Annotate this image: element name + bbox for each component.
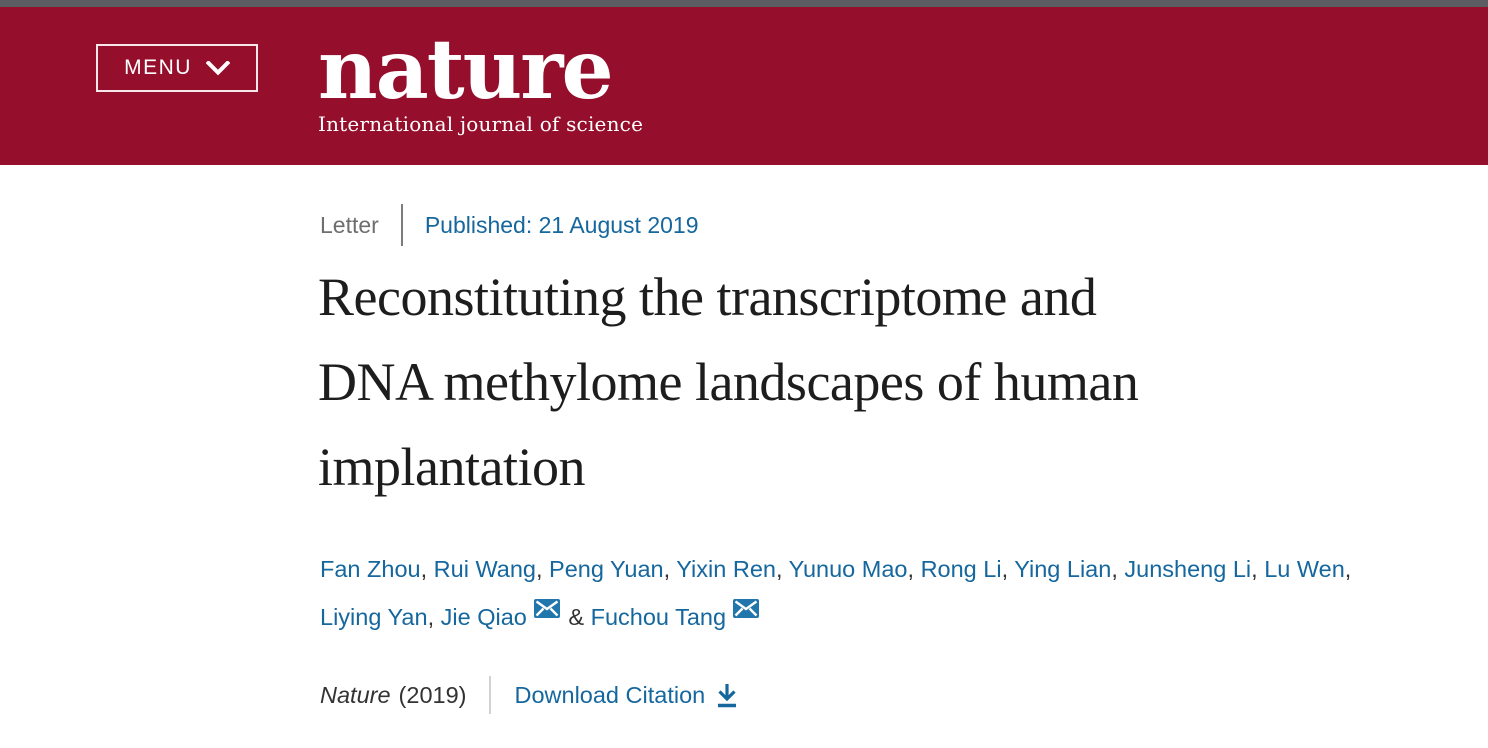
meta-divider: [400, 204, 403, 246]
chevron-down-icon: [205, 60, 230, 76]
citation-journal: Nature: [320, 681, 391, 708]
author-separator: ,: [663, 556, 677, 582]
menu-button[interactable]: MENU: [96, 44, 258, 92]
author-link[interactable]: Ying Lian: [1014, 556, 1112, 582]
top-bar: [0, 0, 1488, 7]
author-separator: ,: [427, 604, 441, 630]
author-separator: ,: [535, 556, 550, 582]
menu-label: MENU: [124, 56, 192, 79]
email-icon[interactable]: [533, 586, 560, 634]
download-citation-label: Download Citation: [514, 681, 706, 708]
download-icon: [715, 681, 739, 709]
author-link[interactable]: Junsheng Li: [1124, 556, 1252, 582]
author-separator: ,: [1001, 556, 1015, 582]
nature-logo[interactable]: nature International journal of science: [318, 22, 644, 137]
author-link[interactable]: Fan Zhou: [320, 556, 421, 582]
article-title-line-3: implantation: [318, 437, 585, 497]
article-title: Reconstituting the transcriptome and DNA…: [318, 255, 1408, 510]
author-link[interactable]: Rong Li: [920, 556, 1002, 582]
author-separator: ,: [1111, 556, 1125, 582]
author-separator: &: [561, 604, 591, 630]
citation-divider: [489, 676, 492, 714]
author-link[interactable]: Yunuo Mao: [788, 556, 908, 582]
author-link[interactable]: Jie Qiao: [440, 604, 527, 630]
author-link[interactable]: Peng Yuan: [549, 556, 664, 582]
nature-logo-wordmark: nature: [318, 22, 614, 118]
author-separator: ,: [1344, 556, 1352, 582]
author-separator: ,: [775, 556, 789, 582]
logo-tagline: International journal of science: [318, 112, 644, 136]
site-header: MENU nature International journal of sci…: [0, 7, 1488, 165]
author-link[interactable]: Liying Yan: [320, 604, 428, 630]
author-separator: ,: [420, 556, 434, 582]
article-type-label: Letter: [320, 211, 379, 238]
author-separator: ,: [1251, 556, 1265, 582]
citation-year: (2019): [398, 681, 467, 708]
author-link[interactable]: Yixin Ren: [676, 556, 776, 582]
citation-row: Nature (2019) Download Citation: [320, 673, 739, 717]
author-separator: ,: [907, 556, 921, 582]
author-link[interactable]: Rui Wang: [433, 556, 536, 582]
article-title-line-2: DNA methylome landscapes of human: [318, 352, 1139, 412]
authors-list: Fan Zhou, Rui Wang, Peng Yuan, Yixin Ren…: [320, 545, 1450, 643]
article-title-line-1: Reconstituting the transcriptome and: [318, 267, 1097, 327]
author-link[interactable]: Lu Wen: [1264, 556, 1345, 582]
author-link[interactable]: Fuchou Tang: [590, 604, 727, 630]
email-icon[interactable]: [733, 586, 760, 634]
download-citation-link[interactable]: Download Citation: [514, 681, 739, 709]
published-date: Published: 21 August 2019: [424, 211, 699, 238]
article-meta-row: Letter Published: 21 August 2019: [320, 204, 699, 246]
